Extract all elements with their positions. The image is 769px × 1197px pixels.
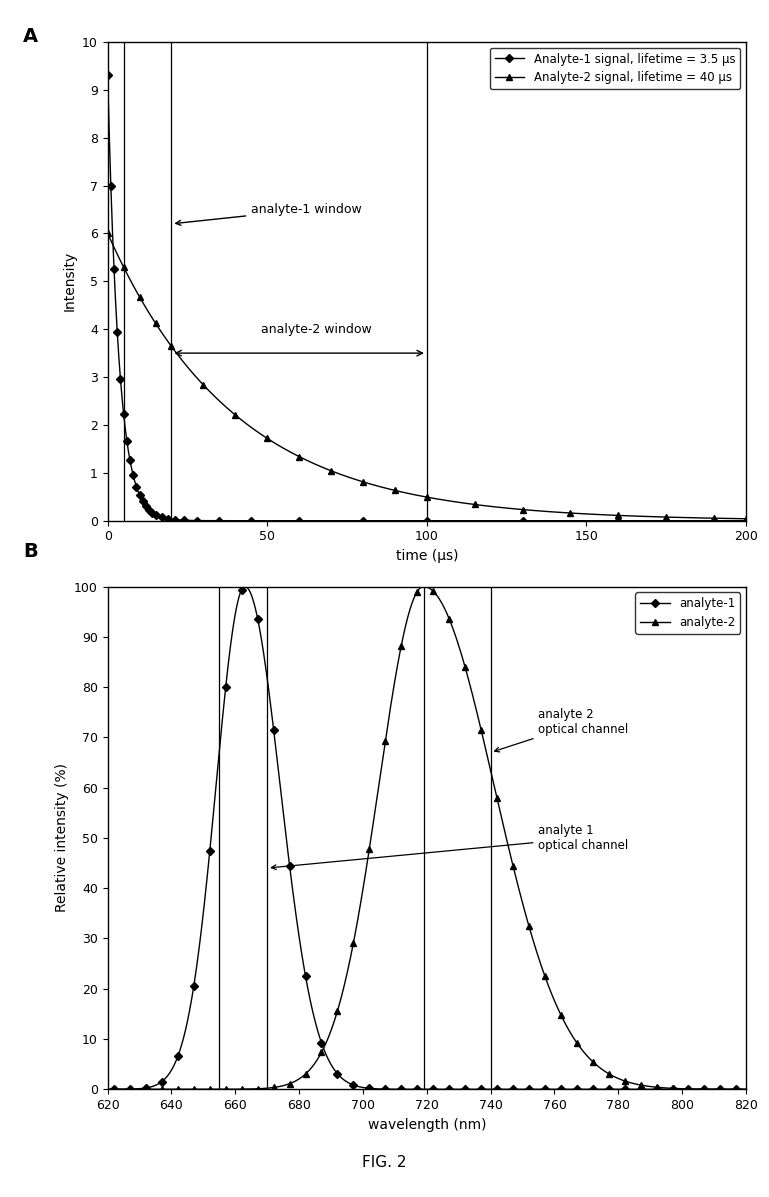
Text: analyte 1
optical channel: analyte 1 optical channel — [271, 824, 629, 869]
Text: A: A — [23, 26, 38, 45]
Text: B: B — [23, 541, 38, 560]
Y-axis label: Intensity: Intensity — [62, 251, 76, 311]
Legend: Analyte-1 signal, lifetime = 3.5 μs, Analyte-2 signal, lifetime = 40 μs: Analyte-1 signal, lifetime = 3.5 μs, Ana… — [490, 48, 740, 89]
Text: analyte 2
optical channel: analyte 2 optical channel — [494, 709, 629, 752]
X-axis label: time (μs): time (μs) — [395, 549, 458, 563]
Legend: analyte-1, analyte-2: analyte-1, analyte-2 — [635, 593, 740, 633]
Text: FIG. 2: FIG. 2 — [362, 1155, 407, 1171]
Y-axis label: Relative intensity (%): Relative intensity (%) — [55, 764, 68, 912]
X-axis label: wavelength (nm): wavelength (nm) — [368, 1118, 486, 1131]
Text: analyte-2 window: analyte-2 window — [261, 323, 371, 335]
Text: analyte-1 window: analyte-1 window — [176, 203, 362, 225]
